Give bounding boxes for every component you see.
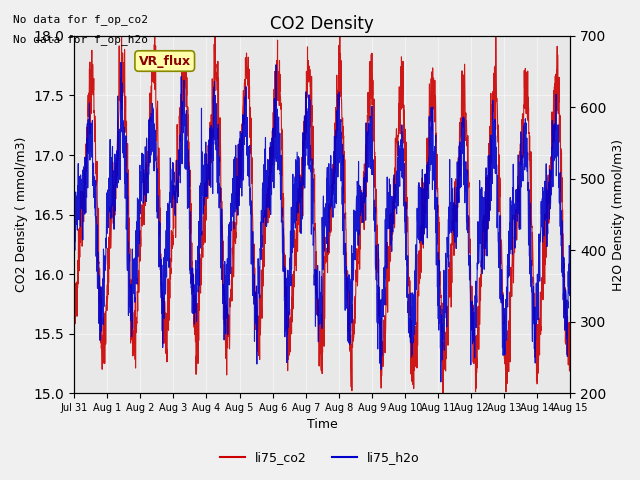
X-axis label: Time: Time [307, 419, 338, 432]
Title: CO2 Density: CO2 Density [270, 15, 374, 33]
Text: No data for f_op_h2o: No data for f_op_h2o [13, 34, 148, 45]
Legend: li75_co2, li75_h2o: li75_co2, li75_h2o [215, 446, 425, 469]
Y-axis label: CO2 Density ( mmol/m3): CO2 Density ( mmol/m3) [15, 137, 28, 292]
Text: VR_flux: VR_flux [139, 55, 191, 68]
Text: No data for f_op_co2: No data for f_op_co2 [13, 14, 148, 25]
Y-axis label: H2O Density (mmol/m3): H2O Density (mmol/m3) [612, 139, 625, 290]
